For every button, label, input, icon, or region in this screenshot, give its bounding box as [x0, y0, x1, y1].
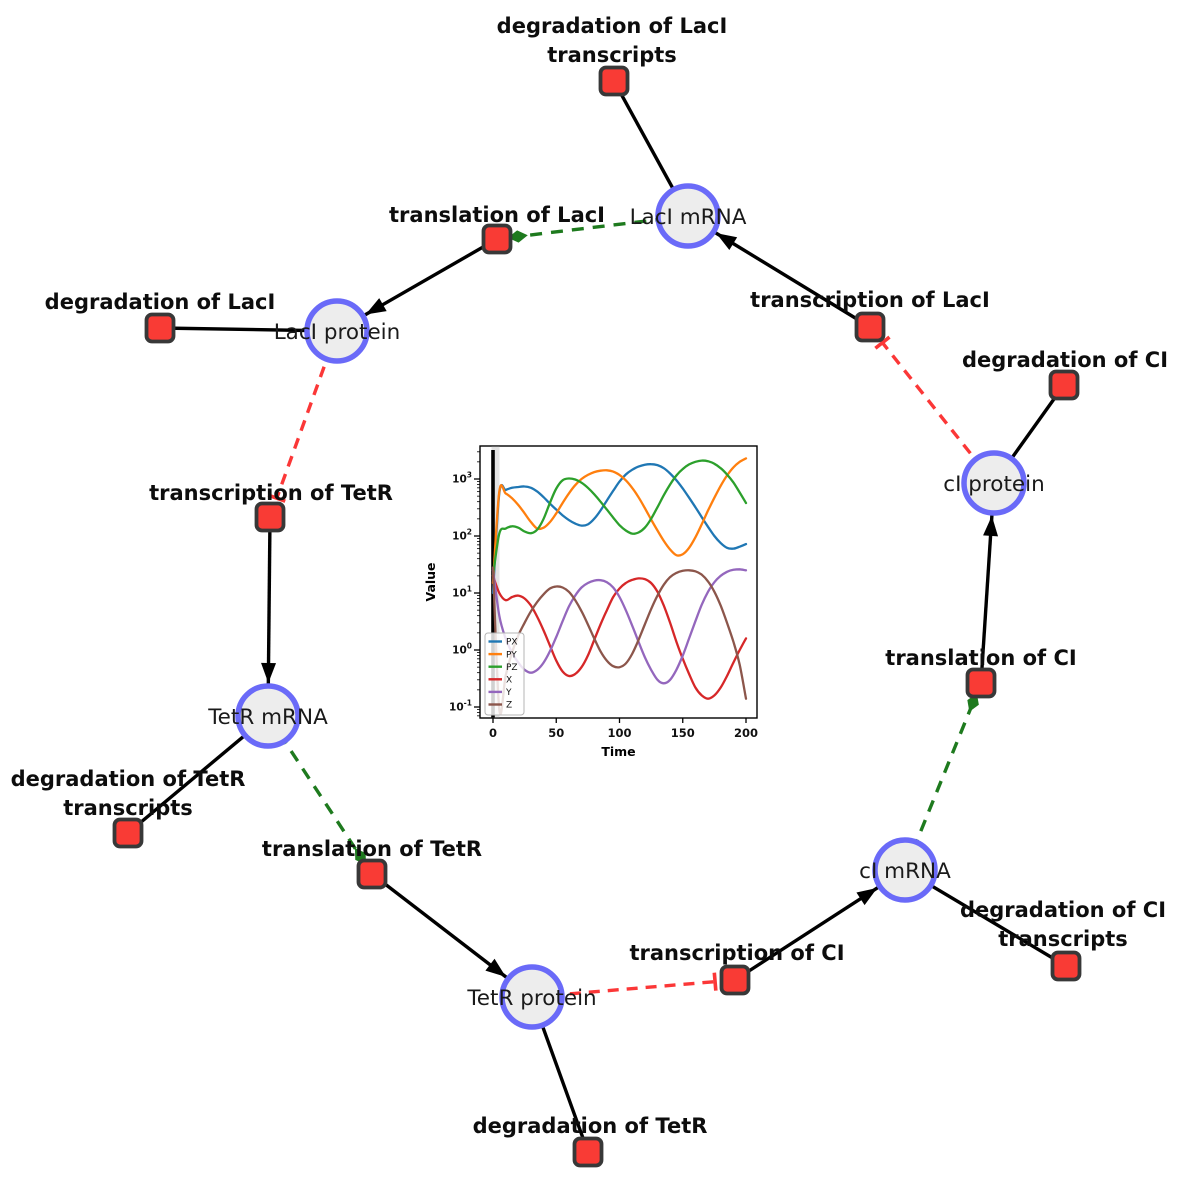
reaction-label-deg-tetr: degradation of TetR: [473, 1114, 708, 1138]
species-node-ci-protein[interactable]: [961, 450, 1027, 516]
species-node-tetr-mrna[interactable]: [235, 683, 301, 749]
species-label-tetr-protein: TetR protein: [466, 986, 596, 1011]
edge-tetr-protein-to-txn-ci-tbar: [712, 972, 718, 991]
edge-transl-ci-to-ci-protein-arrowhead: [983, 515, 999, 537]
simulation-plot: 0 50 100 150 200 10-1 100 101 102 103 Time Value PX P…: [423, 445, 758, 759]
reaction-label-txn-ci: transcription of CI: [629, 941, 844, 965]
x-tick-label: 0: [489, 726, 497, 740]
x-tick-label: 150: [671, 726, 695, 740]
y-tick-label: 100: [452, 642, 472, 657]
y-tick-label: 10-1: [449, 699, 472, 714]
x-tick-label: 100: [607, 726, 631, 740]
reaction-node-deg-laci-tx[interactable]: [598, 65, 630, 97]
curve-y: [491, 568, 748, 685]
reaction-node-deg-tetr[interactable]: [572, 1136, 604, 1168]
reaction-node-txn-ci[interactable]: [719, 964, 751, 996]
x-tick-label: 200: [734, 726, 758, 740]
edge-txn-ci-to-ci-mrna-arrowhead: [856, 887, 878, 906]
species-label-ci-protein: cI protein: [943, 472, 1044, 497]
nodes-layer: [112, 65, 1082, 1168]
legend-label-y: Y: [505, 688, 512, 698]
legend-label-z: Z: [506, 701, 512, 711]
legend-box: [484, 632, 525, 716]
species-label-laci-mrna: LacI mRNA: [630, 205, 747, 230]
edge-txn-tetr-to-tetr-mrna-arrowhead: [261, 662, 277, 684]
edge-tetr-protein-to-txn-ci: [531, 979, 716, 999]
legend-label-x: X: [506, 676, 512, 686]
reaction-node-transl-laci[interactable]: [481, 223, 513, 255]
species-label-tetr-mrna: TetR mRNA: [207, 705, 328, 730]
species-node-laci-mrna[interactable]: [655, 183, 721, 249]
edge-laci-protein-to-txn-tetr-tbar: [267, 493, 286, 503]
reaction-label-txn-laci: transcription of LacI: [750, 288, 990, 312]
reaction-label-transl-ci: translation of CI: [885, 646, 1076, 670]
edge-transl-laci-to-laci-protein-arrowhead: [365, 298, 387, 315]
labels-layer: degradation of LacI transcripts translatio…: [11, 14, 1168, 1138]
reaction-node-deg-ci[interactable]: [1048, 369, 1080, 401]
plot-frame: [479, 445, 758, 719]
legend-label-pz: PZ: [506, 663, 518, 673]
y-tick-label: 101: [452, 585, 472, 600]
edge-ci-protein-to-txn-laci-tbar: [874, 335, 891, 350]
legend-label-py: PY: [506, 650, 517, 660]
edge-transl-tetr-to-tetr-protein-arrowhead: [485, 958, 506, 977]
reaction-label-txn-tetr: transcription of TetR: [149, 481, 393, 505]
reaction-label-deg-laci-tx: degradation of LacI transcripts: [497, 14, 728, 67]
x-axis-title: Time: [601, 744, 635, 759]
species-node-laci-protein[interactable]: [304, 298, 370, 364]
curve-z: [491, 566, 748, 715]
y-axis-title: Value: [423, 562, 438, 601]
species-label-laci-protein: LacI protein: [274, 320, 401, 345]
reaction-node-txn-laci[interactable]: [854, 311, 886, 343]
curves: [491, 457, 748, 715]
reaction-node-deg-ci-tx[interactable]: [1050, 950, 1082, 982]
edge-laci-mrna-to-transl-laci-diamond: [507, 230, 528, 243]
reaction-label-deg-laci: degradation of LacI: [45, 290, 276, 314]
edge-txn-laci-to-laci-mrna-arrowhead: [716, 233, 738, 250]
curve-py: [491, 457, 748, 585]
legend-label-px: PX: [506, 638, 518, 648]
x-tick-label: 50: [548, 726, 564, 740]
reaction-node-deg-tetr-tx[interactable]: [112, 817, 144, 849]
reaction-node-transl-tetr[interactable]: [356, 858, 388, 890]
reaction-label-transl-laci: translation of LacI: [389, 203, 605, 227]
species-node-tetr-protein[interactable]: [499, 964, 565, 1030]
species-node-ci-mrna[interactable]: [872, 837, 938, 903]
species-label-ci-mrna: cI mRNA: [859, 859, 951, 884]
y-tick-label: 102: [452, 528, 472, 543]
reaction-label-deg-tetr-tx: degradation of TetR transcripts: [11, 767, 246, 820]
reaction-node-transl-ci[interactable]: [965, 667, 997, 699]
reaction-label-deg-ci-tx: degradation of CI transcripts: [960, 898, 1166, 951]
curve-x: [491, 574, 748, 700]
reaction-label-deg-ci: degradation of CI: [962, 348, 1168, 372]
y-tick-label: 103: [452, 471, 472, 486]
curve-pz: [491, 459, 748, 577]
reaction-node-deg-laci[interactable]: [144, 312, 176, 344]
reaction-label-transl-tetr: translation of TetR: [262, 837, 482, 861]
reaction-node-txn-tetr[interactable]: [254, 501, 286, 533]
